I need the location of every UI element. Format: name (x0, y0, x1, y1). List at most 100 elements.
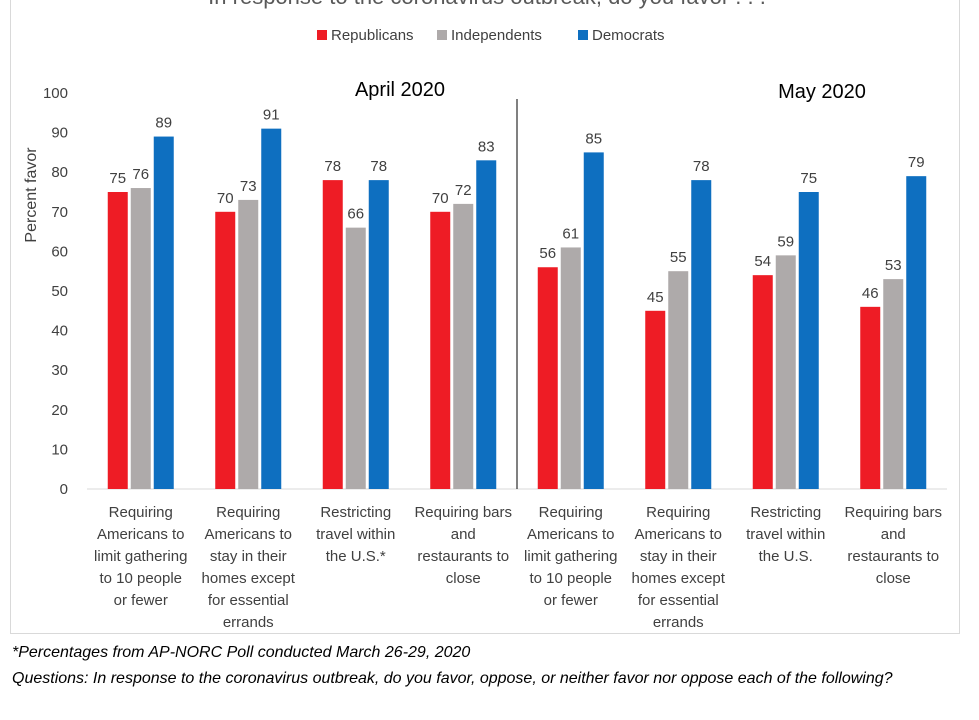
legend-label: Independents (451, 27, 542, 44)
data-label: 75 (109, 170, 126, 187)
y-tick-label: 90 (51, 125, 68, 142)
category-label-line: travel within (316, 526, 395, 543)
bar-republicans (537, 267, 558, 489)
bar-independents (238, 199, 259, 490)
category-label-line: travel within (746, 526, 825, 543)
data-label: 78 (324, 158, 341, 175)
data-label: 78 (693, 158, 710, 175)
bar-democrats (906, 176, 927, 489)
bar-independents (345, 227, 366, 489)
bar-republicans (430, 211, 451, 490)
category-label-line: Requiring (109, 504, 173, 521)
y-axis-ticks: 0 10 20 30 40 50 60 70 80 90 100 (43, 85, 68, 498)
category-label-line: Requiring (216, 504, 280, 521)
y-tick-label: 40 (51, 323, 68, 340)
data-label: 73 (240, 178, 257, 195)
y-tick-label: 80 (51, 164, 68, 181)
data-label: 56 (539, 245, 556, 262)
category-label-line: Americans to (204, 526, 292, 543)
data-label: 76 (132, 166, 149, 183)
data-label: 70 (217, 190, 234, 207)
bar-democrats (583, 152, 604, 489)
category-label-line: for essential (638, 592, 719, 609)
category-label-line: Requiring (646, 504, 710, 521)
bar-independents (883, 279, 904, 489)
category-label-line: Requiring bars (414, 504, 512, 521)
data-label: 59 (777, 233, 794, 250)
y-tick-label: 20 (51, 402, 68, 419)
category-label-line: restaurants to (847, 548, 939, 565)
legend-swatch (437, 30, 447, 40)
bars (107, 128, 927, 490)
category-label-line: Requiring bars (844, 504, 942, 521)
category-label-line: Requiring (539, 504, 603, 521)
data-label: 79 (908, 154, 925, 171)
bar-republicans (322, 180, 343, 489)
data-label: 91 (263, 107, 280, 124)
chart-title: In response to the coronavirus outbreak,… (208, 0, 766, 9)
category-label-line: restaurants to (417, 548, 509, 565)
bar-independents (453, 203, 474, 489)
category-label-line: errands (223, 614, 274, 631)
period-label-may: May 2020 (778, 81, 866, 103)
category-label-line: and (451, 526, 476, 543)
bar-democrats (476, 160, 497, 489)
bar-independents (775, 255, 796, 489)
category-label-line: close (446, 570, 481, 587)
data-label: 85 (585, 130, 602, 147)
legend-label: Republicans (331, 27, 414, 44)
category-labels: Requiring Americans to limit gathering to 1… (94, 504, 942, 631)
category-label-line: homes except (632, 570, 726, 587)
category-label-line: errands (653, 614, 704, 631)
bar-democrats (691, 180, 712, 489)
data-label: 89 (155, 115, 172, 132)
bar-democrats (153, 136, 174, 489)
category-label-line: the U.S.* (326, 548, 386, 565)
period-label-april: April 2020 (355, 79, 445, 101)
bar-democrats (368, 180, 389, 489)
category-label-line: stay in their (640, 548, 717, 565)
category-label-line: limit gathering (94, 548, 187, 565)
category-label-line: to 10 people (99, 570, 182, 587)
bar-republicans (752, 275, 773, 489)
data-label: 45 (647, 289, 664, 306)
legend-label: Democrats (592, 27, 665, 44)
data-label: 55 (670, 249, 687, 266)
legend-swatch (578, 30, 588, 40)
data-label: 70 (432, 190, 449, 207)
category-label-line: for essential (208, 592, 289, 609)
category-label-line: Americans to (634, 526, 722, 543)
data-label: 54 (754, 253, 771, 270)
y-tick-label: 30 (51, 362, 68, 379)
data-labels: 75 76 89 70 73 91 78 66 78 70 72 83 56 61 85 45 55 78 54 59… (109, 107, 924, 306)
category-label-line: limit gathering (524, 548, 617, 565)
bar-republicans (860, 306, 881, 489)
y-tick-label: 50 (51, 283, 68, 300)
data-label: 75 (800, 170, 817, 187)
bar-independents (560, 247, 581, 489)
category-label-line: Americans to (527, 526, 615, 543)
data-label: 78 (370, 158, 387, 175)
data-label: 66 (347, 206, 364, 223)
y-tick-label: 70 (51, 204, 68, 221)
footnote: *Percentages from AP-NORC Poll conducted… (12, 644, 471, 661)
data-label: 61 (562, 225, 579, 242)
y-tick-label: 60 (51, 243, 68, 260)
category-label-line: Restricting (750, 504, 821, 521)
legend: Republicans Independents Democrats (317, 27, 665, 44)
category-label-line: the U.S. (759, 548, 813, 565)
bar-independents (668, 271, 689, 489)
category-label-line: Americans to (97, 526, 185, 543)
category-label-line: homes except (202, 570, 296, 587)
y-tick-label: 0 (60, 481, 68, 498)
legend-swatch (317, 30, 327, 40)
category-label-line: and (881, 526, 906, 543)
category-label-line: or fewer (114, 592, 168, 609)
y-axis-label: Percent favor (23, 147, 40, 243)
bar-democrats (261, 128, 282, 489)
chart-frame (10, 0, 960, 634)
data-label: 72 (455, 182, 472, 199)
bar-republicans (215, 211, 236, 490)
notes: *Percentages from AP-NORC Poll conducted… (12, 640, 962, 692)
y-tick-label: 100 (43, 85, 68, 102)
